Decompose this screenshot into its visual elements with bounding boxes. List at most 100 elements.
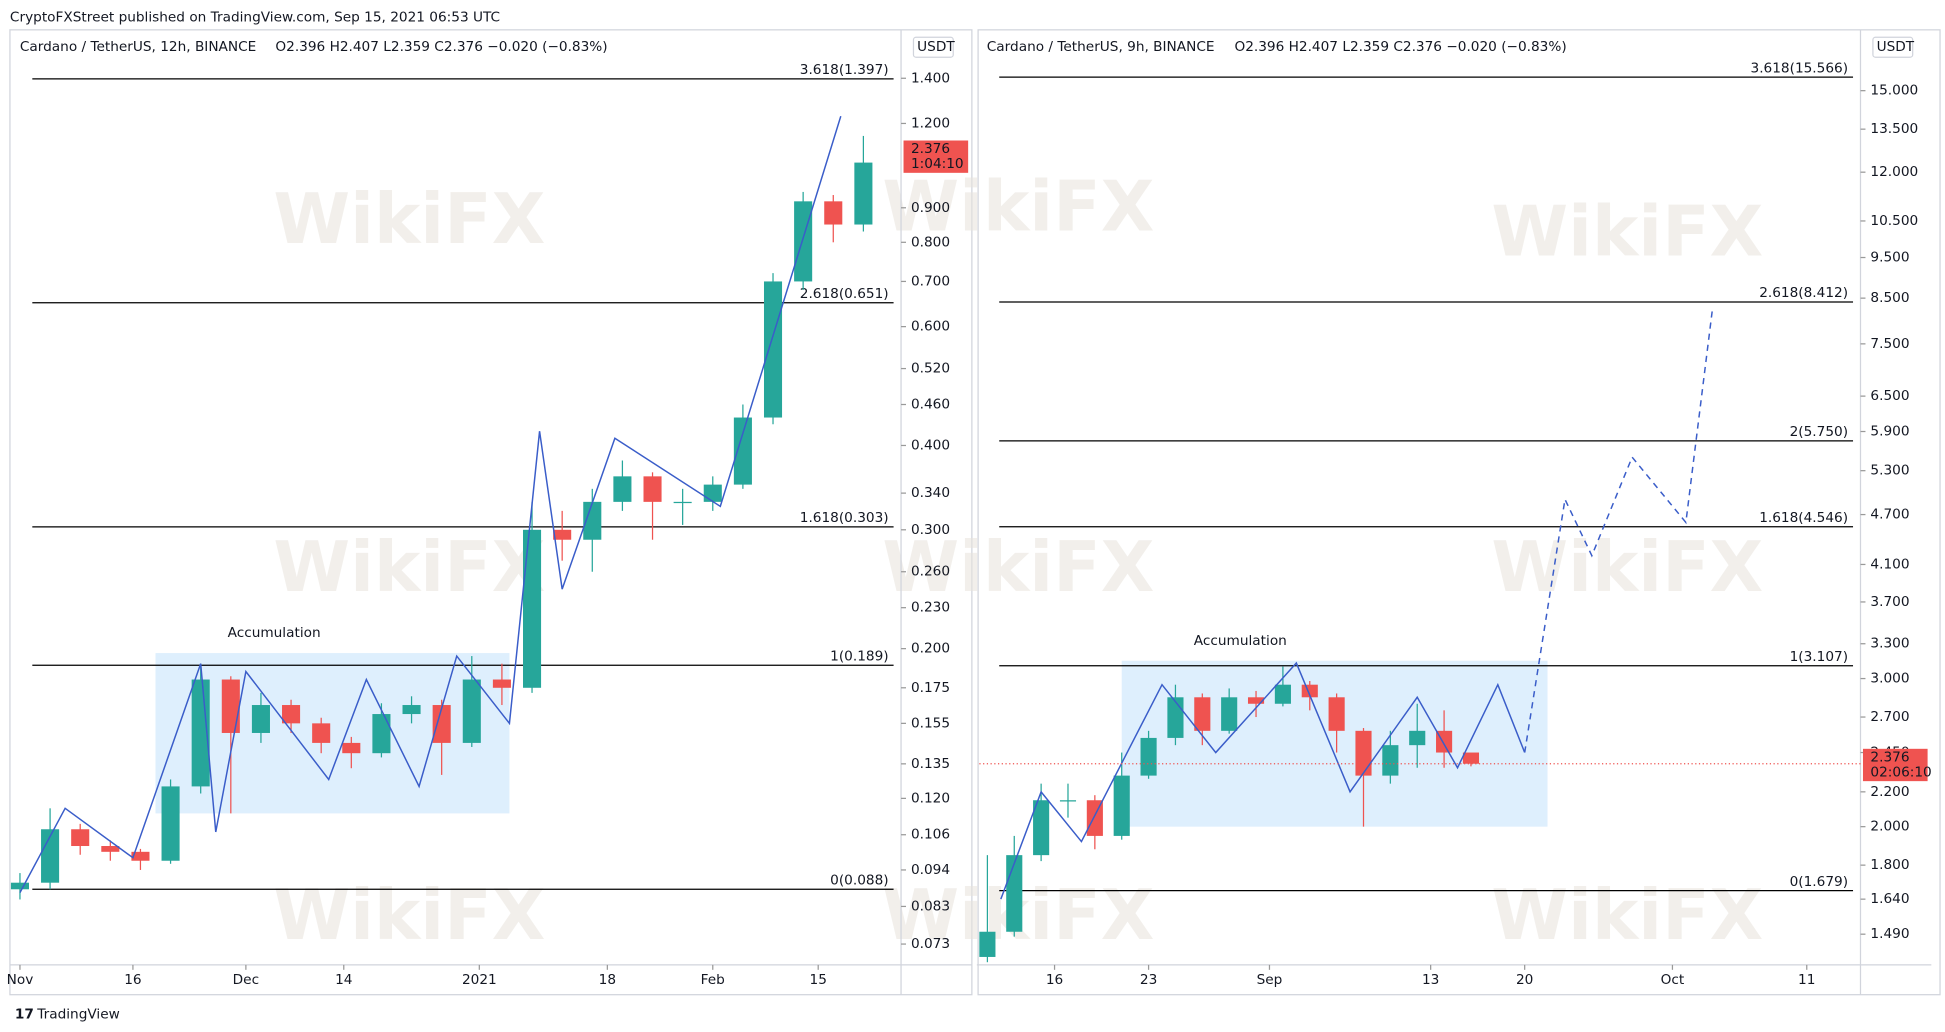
fib-label: 1.618(4.546)	[1759, 510, 1848, 526]
y-tick-label: 7.500	[1870, 336, 1909, 352]
panel-right	[977, 29, 1941, 996]
candle-body	[794, 201, 813, 282]
y-tick-label: 0.175	[911, 680, 950, 696]
candle-body	[613, 476, 632, 502]
candle-body	[1059, 800, 1077, 802]
y-tick-label: 0.106	[911, 827, 950, 843]
candle-body	[161, 786, 180, 861]
y-tick-label: 3.300	[1870, 636, 1909, 652]
fib-label: 3.618(1.397)	[800, 62, 889, 78]
y-tick-label: 0.073	[911, 936, 950, 952]
candle-body	[703, 484, 722, 502]
candle-body	[462, 679, 481, 743]
chart-title: Cardano / TetherUS, 9h, BINANCE	[987, 39, 1215, 55]
candle-body	[71, 829, 90, 847]
quote: O2.396 H2.407 L2.359 C2.376 −0.020 (−0.8…	[275, 39, 607, 55]
logo-mark: 17	[15, 1007, 34, 1023]
fib-label: 3.618(15.566)	[1751, 60, 1849, 76]
candle-body	[1006, 855, 1023, 932]
candle-body	[10, 882, 29, 890]
y-tick-label: 1.640	[1870, 891, 1909, 907]
candle-body	[251, 705, 270, 733]
currency: USDT	[917, 39, 955, 55]
candle-body	[673, 501, 692, 504]
y-tick-label: 10.500	[1870, 213, 1918, 229]
candle-body	[1301, 684, 1318, 698]
y-tick-label: 1.800	[1870, 857, 1909, 873]
candle-body	[1247, 697, 1265, 704]
x-tick-label: 11	[1798, 972, 1815, 988]
candle-body	[1113, 775, 1130, 836]
x-tick-label: 18	[599, 972, 616, 988]
candle-body	[1382, 745, 1399, 776]
candle-body	[402, 705, 421, 715]
watermark: WikiFX	[1491, 875, 1763, 956]
candle-body	[1328, 697, 1345, 731]
candle-body	[372, 714, 391, 754]
wave-line	[19, 115, 842, 893]
watermark: WikiFX	[273, 179, 545, 260]
quote: O2.396 H2.407 L2.359 C2.376 −0.020 (−0.8…	[1234, 39, 1566, 55]
candle-body	[1409, 730, 1426, 746]
fib-label: 2.618(8.412)	[1759, 285, 1848, 301]
fib-label: 2.618(0.651)	[800, 286, 889, 302]
y-tick-label: 2.700	[1870, 709, 1909, 725]
y-tick-label: 0.200	[911, 641, 950, 657]
y-tick-label: 4.700	[1870, 507, 1909, 523]
x-tick-label: 20	[1516, 972, 1533, 988]
fib-label: 1.618(0.303)	[800, 510, 889, 526]
candle-body	[523, 529, 542, 688]
watermark: WikiFX	[882, 527, 1154, 608]
price-tag	[1862, 748, 1928, 782]
y-tick-label: 1.400	[911, 70, 950, 86]
candle-body	[733, 417, 752, 485]
y-tick-label: 0.135	[911, 756, 950, 772]
price-tag-value: 2.376	[911, 141, 950, 157]
y-tick-label: 0.230	[911, 600, 950, 616]
y-tick-label: 0.120	[911, 790, 950, 806]
candle-body	[763, 281, 783, 418]
wave-line	[1000, 661, 1526, 900]
x-tick-label: 13	[1422, 972, 1439, 988]
y-tick-label: 3.000	[1870, 671, 1909, 687]
x-tick-label: 2021	[462, 972, 497, 988]
y-tick-label: 0.083	[911, 898, 950, 914]
x-tick-label: Sep	[1257, 972, 1283, 988]
y-tick-label: 0.400	[911, 437, 950, 453]
x-tick-label: 23	[1140, 972, 1157, 988]
x-tick-label: 16	[124, 972, 141, 988]
y-tick-label: 0.900	[911, 200, 950, 216]
y-tick-label: 1.490	[1870, 926, 1909, 942]
y-tick-label: 0.094	[911, 862, 950, 878]
candle-body	[1221, 697, 1238, 731]
candle-body	[1274, 684, 1291, 704]
y-tick-label: 0.600	[911, 319, 950, 335]
candle-body	[1355, 730, 1372, 776]
accumulation-zone	[1121, 660, 1548, 827]
y-tick-label: 9.500	[1870, 250, 1909, 266]
footer: TradingView	[36, 1007, 119, 1023]
chart-title: Cardano / TetherUS, 12h, BINANCE	[20, 39, 256, 55]
candle-body	[583, 501, 602, 540]
y-tick-label: 5.300	[1870, 463, 1909, 479]
candle-body	[101, 846, 120, 852]
fib-label: 0(0.088)	[830, 873, 888, 889]
y-tick-label: 0.155	[911, 715, 950, 731]
x-tick-label: Nov	[7, 972, 34, 988]
price-tag-value: 2.376	[1870, 750, 1909, 766]
y-tick-label: 1.200	[911, 115, 950, 131]
candle-body	[1167, 697, 1184, 738]
y-tick-label: 3.700	[1870, 594, 1909, 610]
y-tick-label: 15.000	[1870, 83, 1918, 99]
header: CryptoFXStreet published on TradingView.…	[10, 9, 500, 25]
y-tick-label: 13.500	[1870, 121, 1918, 137]
fib-label: 1(3.107)	[1790, 649, 1848, 665]
y-tick-label: 12.000	[1870, 164, 1918, 180]
y-tick-label: 6.500	[1870, 388, 1909, 404]
candle-body	[432, 705, 451, 743]
zone-label: Accumulation	[228, 625, 321, 641]
x-tick-label: 15	[810, 972, 827, 988]
candle-body	[1194, 697, 1211, 731]
watermark: WikiFX	[273, 527, 545, 608]
